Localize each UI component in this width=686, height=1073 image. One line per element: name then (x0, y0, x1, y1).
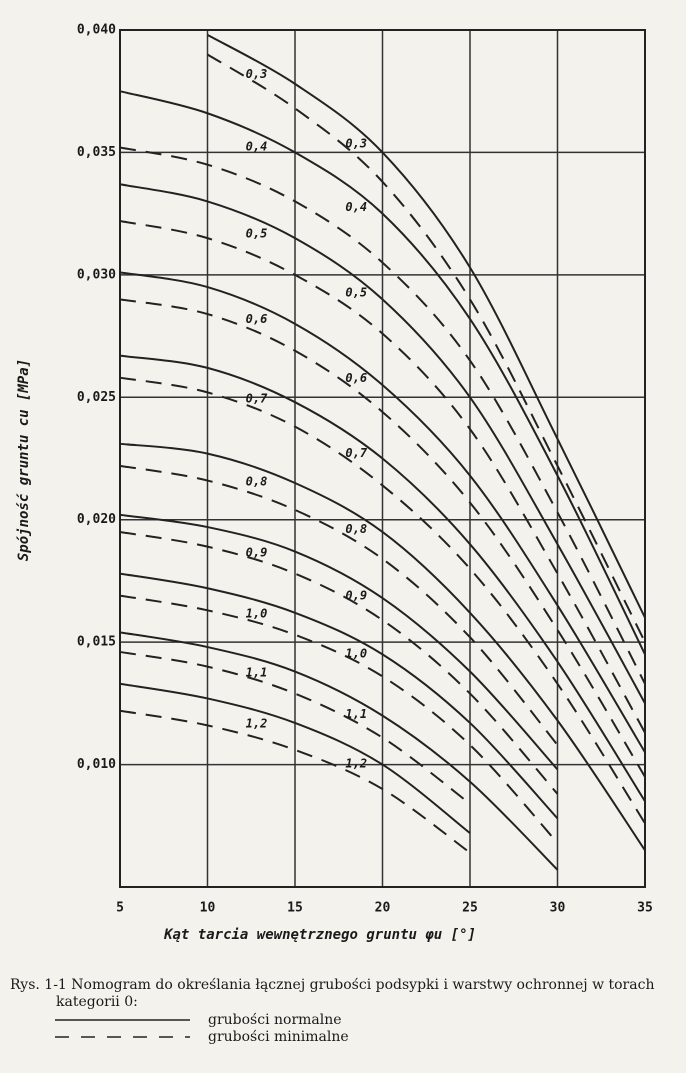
caption: kategorii 0: (56, 994, 138, 1010)
y-tick-label: 0,030 (77, 267, 116, 282)
x-tick-label: 25 (462, 901, 478, 916)
x-tick-label: 35 (637, 901, 653, 916)
x-tick-label: 5 (116, 901, 124, 916)
normal-curve (119, 442, 646, 851)
y-axis-title: Spójność gruntu cu [MPa] (16, 359, 32, 561)
x-tick-label: 30 (550, 901, 566, 916)
curve-label: 0,5 (345, 285, 367, 299)
caption: Rys. 1-1 Nomogram do określania łącznej … (10, 977, 654, 993)
minimal-curve (119, 298, 646, 778)
minimal-curve (119, 464, 559, 746)
curve-label: 0,9 (246, 545, 268, 559)
minimal-curve (206, 53, 646, 643)
curve-label: 0,6 (246, 312, 268, 326)
curve-label: 0,5 (246, 226, 268, 240)
minimal-curve (119, 530, 559, 795)
curve-label: 0,3 (345, 136, 367, 150)
curve-label: 0,8 (246, 475, 268, 489)
minimal-curve (119, 220, 646, 734)
plot-frame (119, 29, 646, 888)
curve-label: 0,4 (345, 200, 367, 214)
x-tick-label: 20 (375, 901, 391, 916)
x-tick-label: 15 (287, 901, 303, 916)
curve-label: 1,1 (246, 665, 268, 679)
normal-curve (119, 572, 559, 820)
x-axis-title: Kąt tarcia wewnętrznego gruntu φu [°] (163, 927, 476, 943)
curve-label: 1,2 (345, 757, 367, 771)
y-tick-label: 0,015 (77, 635, 116, 650)
curve-label: 0,7 (246, 392, 268, 406)
curve-label: 1,0 (345, 646, 367, 660)
normal-curve (119, 271, 646, 753)
curve-label: 0,7 (345, 446, 367, 460)
curve-label: 1,0 (246, 606, 268, 620)
normal-curve (119, 682, 471, 834)
legend-label: grubości normalne (208, 1012, 342, 1028)
curve-label: 1,1 (345, 707, 367, 721)
normal-curve (207, 34, 646, 619)
minimal-curve (119, 594, 559, 844)
normal-curve (119, 183, 646, 704)
curve-label: 0,8 (345, 522, 367, 536)
normal-curve (119, 513, 559, 771)
minimal-curve (119, 709, 471, 854)
y-tick-label: 0,035 (77, 145, 116, 160)
minimal-curve (119, 146, 646, 685)
curve-label: 1,2 (246, 717, 268, 731)
y-tick-label: 0,040 (77, 23, 116, 38)
curve-label: 0,3 (246, 67, 268, 81)
y-tick-label: 0,010 (77, 757, 116, 772)
minimal-curve (119, 376, 646, 824)
minimal-curve (119, 650, 471, 805)
normal-curve (119, 90, 646, 655)
x-tick-label: 10 (200, 901, 216, 916)
normal-curve (119, 631, 559, 871)
y-tick-label: 0,020 (77, 512, 116, 527)
legend-label: grubości minimalne (208, 1029, 349, 1045)
normal-curve (119, 354, 646, 802)
curve-label: 0,4 (246, 140, 268, 154)
curve-label: 0,9 (345, 589, 367, 603)
y-tick-label: 0,025 (77, 390, 116, 405)
curve-label: 0,6 (345, 371, 367, 385)
